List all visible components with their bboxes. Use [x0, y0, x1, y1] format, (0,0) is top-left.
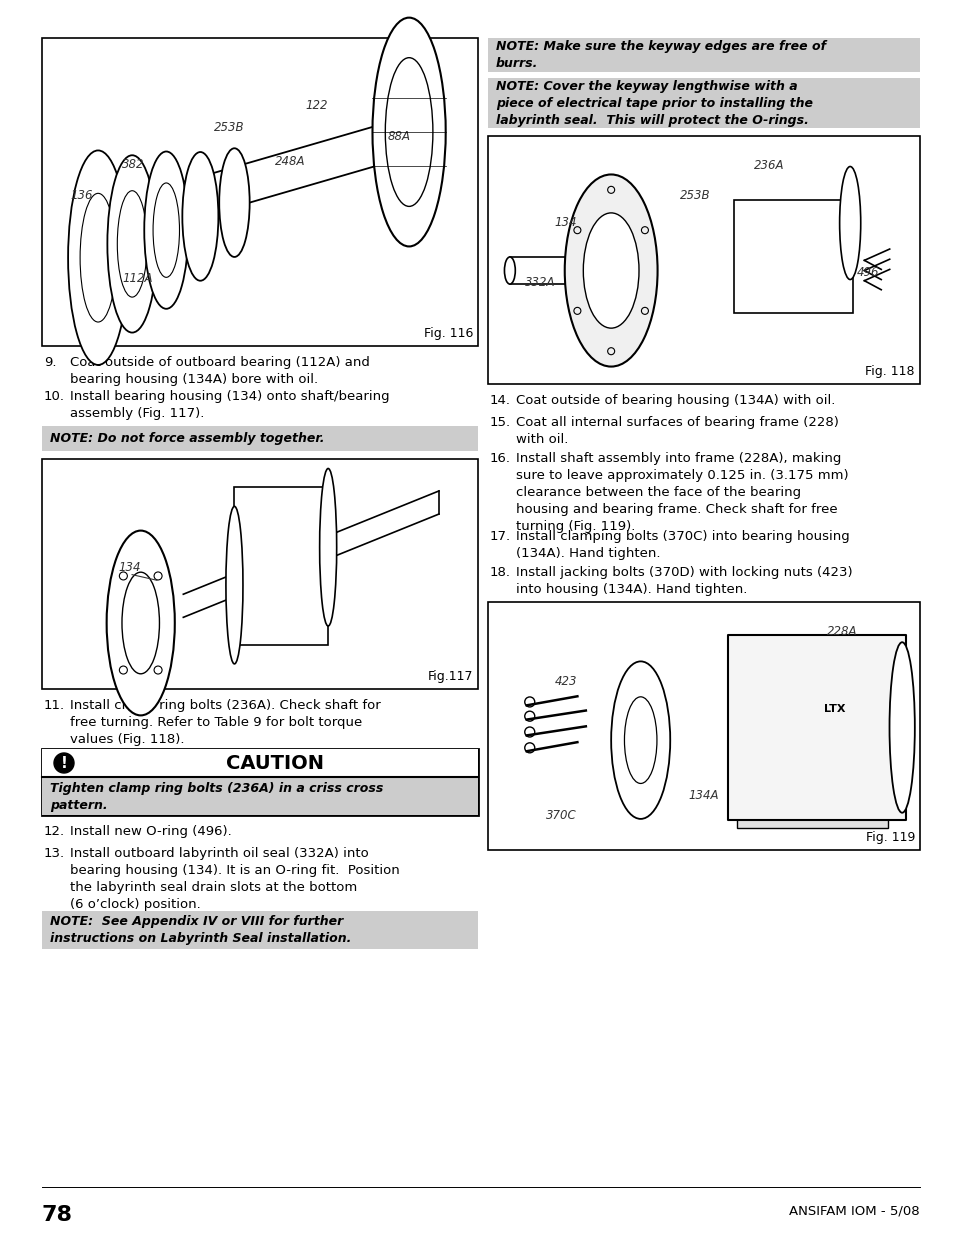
Bar — [488, 136, 919, 384]
Ellipse shape — [611, 662, 670, 819]
Text: 253B: 253B — [214, 121, 245, 133]
Bar — [42, 911, 477, 948]
Ellipse shape — [582, 212, 639, 329]
Bar — [42, 748, 477, 777]
Ellipse shape — [319, 468, 336, 626]
Text: 16.: 16. — [490, 452, 511, 466]
Text: Coat outside of outboard bearing (112A) and
bearing housing (134A) bore with oil: Coat outside of outboard bearing (112A) … — [70, 356, 370, 387]
Text: CAUTION: CAUTION — [226, 753, 324, 773]
Bar — [737, 816, 887, 829]
Circle shape — [54, 753, 74, 773]
Ellipse shape — [372, 17, 445, 247]
Text: Install clamp ring bolts (236A). Check shaft for
free turning. Refer to Table 9 : Install clamp ring bolts (236A). Check s… — [70, 699, 380, 746]
Text: 228A: 228A — [826, 625, 857, 638]
Text: Coat all internal surfaces of bearing frame (228)
with oil.: Coat all internal surfaces of bearing fr… — [516, 416, 838, 446]
Text: 122: 122 — [305, 99, 328, 112]
Text: !: ! — [60, 756, 68, 771]
Text: NOTE: Do not force assembly together.: NOTE: Do not force assembly together. — [50, 432, 324, 445]
Ellipse shape — [144, 152, 188, 309]
Text: ANSIFAM IOM - 5/08: ANSIFAM IOM - 5/08 — [788, 1205, 919, 1218]
Text: 134A: 134A — [688, 789, 719, 802]
Ellipse shape — [564, 174, 657, 367]
Text: 17.: 17. — [490, 530, 511, 543]
Ellipse shape — [888, 642, 914, 813]
Bar — [42, 777, 477, 815]
Bar — [42, 459, 477, 689]
Bar — [734, 200, 852, 314]
Text: Install jacking bolts (370D) with locking nuts (423)
into housing (134A). Hand t: Install jacking bolts (370D) with lockin… — [516, 566, 852, 597]
Text: Tighten clamp ring bolts (236A) in a criss cross
pattern.: Tighten clamp ring bolts (236A) in a cri… — [50, 782, 383, 811]
Text: Install new O-ring (496).: Install new O-ring (496). — [70, 825, 232, 839]
Text: NOTE: Cover the keyway lengthwise with a
piece of electrical tape prior to insta: NOTE: Cover the keyway lengthwise with a… — [496, 79, 812, 126]
Text: 14.: 14. — [490, 394, 511, 408]
Text: 88A: 88A — [388, 130, 411, 143]
Text: 423: 423 — [554, 674, 577, 688]
Text: 136: 136 — [70, 189, 92, 201]
Text: 11.: 11. — [44, 699, 65, 713]
Ellipse shape — [219, 148, 250, 257]
Bar — [488, 601, 919, 850]
Text: Fig. 118: Fig. 118 — [864, 366, 914, 378]
Bar — [509, 257, 594, 284]
Text: 9.: 9. — [44, 356, 56, 369]
Text: Install bearing housing (134) onto shaft/bearing
assembly (Fig. 117).: Install bearing housing (134) onto shaft… — [70, 390, 389, 420]
Text: NOTE:  See Appendix IV or VIII for further
instructions on Labyrinth Seal instal: NOTE: See Appendix IV or VIII for furthe… — [50, 915, 351, 945]
Text: 134: 134 — [118, 561, 140, 573]
Bar — [728, 635, 904, 820]
Ellipse shape — [107, 531, 174, 715]
Text: 112A: 112A — [123, 272, 153, 285]
Ellipse shape — [504, 257, 515, 284]
Text: NOTE: Make sure the keyway edges are free of
burrs.: NOTE: Make sure the keyway edges are fre… — [496, 40, 825, 70]
Text: Fig. 119: Fig. 119 — [864, 831, 914, 844]
Text: Install outboard labyrinth oil seal (332A) into
bearing housing (134). It is an : Install outboard labyrinth oil seal (332… — [70, 847, 399, 911]
Bar — [42, 426, 477, 451]
Text: 332A: 332A — [524, 275, 555, 289]
Text: 248A: 248A — [275, 154, 306, 168]
Ellipse shape — [182, 152, 218, 280]
Text: 496: 496 — [856, 266, 879, 279]
Text: Install shaft assembly into frame (228A), making
sure to leave approximately 0.1: Install shaft assembly into frame (228A)… — [516, 452, 848, 534]
Bar — [234, 488, 328, 645]
Text: Coat outside of bearing housing (134A) with oil.: Coat outside of bearing housing (134A) w… — [516, 394, 835, 408]
Ellipse shape — [226, 506, 243, 664]
Text: 370C: 370C — [545, 809, 577, 821]
Bar — [488, 38, 919, 72]
Ellipse shape — [68, 151, 128, 364]
Text: 134: 134 — [554, 216, 577, 230]
Text: 13.: 13. — [44, 847, 65, 860]
Ellipse shape — [108, 156, 157, 332]
Text: 18.: 18. — [490, 566, 511, 579]
Ellipse shape — [839, 167, 860, 279]
Bar — [42, 748, 477, 815]
Text: 15.: 15. — [490, 416, 511, 429]
Text: Install clamping bolts (370C) into bearing housing
(134A). Hand tighten.: Install clamping bolts (370C) into beari… — [516, 530, 849, 559]
Bar — [488, 78, 919, 128]
Text: LTX: LTX — [823, 704, 844, 714]
Text: Fig. 116: Fig. 116 — [423, 327, 473, 340]
Text: 382: 382 — [122, 158, 145, 170]
Text: 253B: 253B — [679, 189, 710, 203]
Text: 10.: 10. — [44, 390, 65, 403]
Bar — [42, 38, 477, 346]
Text: Fig.117: Fig.117 — [427, 671, 473, 683]
Text: 78: 78 — [42, 1205, 73, 1225]
Text: 12.: 12. — [44, 825, 65, 839]
Text: 236A: 236A — [753, 159, 783, 172]
